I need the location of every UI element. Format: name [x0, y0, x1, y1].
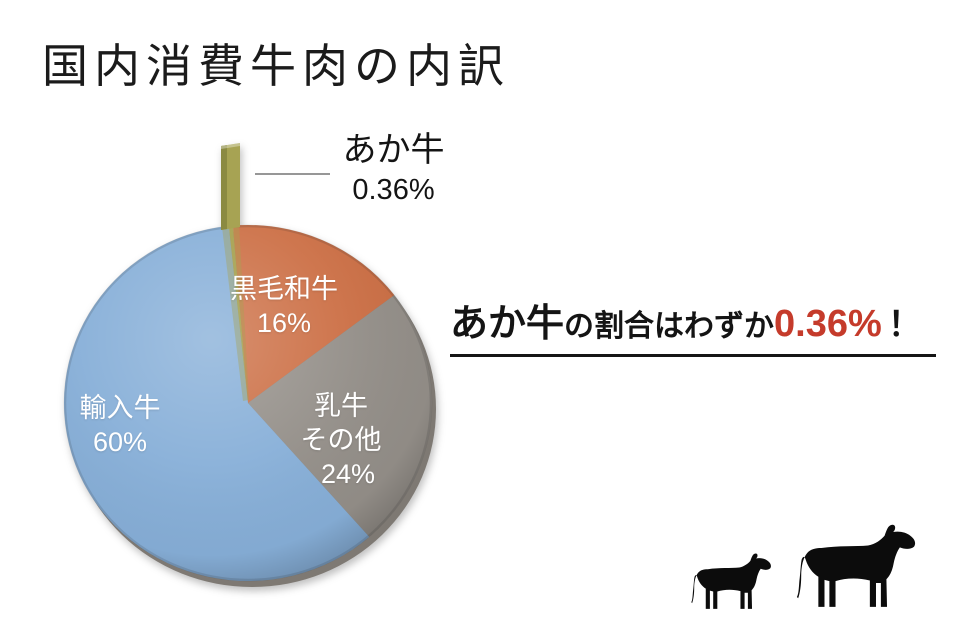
callout-label-text: あか牛	[342, 131, 445, 169]
callout-leader-line	[255, 173, 330, 175]
slice-label-imported-value: 60%	[92, 427, 148, 457]
slice-label-dairy-line2: その他	[300, 425, 382, 455]
annotation: あか牛 の割合はわずか 0.36%！	[450, 292, 936, 357]
annotation-suffix: ！	[887, 306, 922, 344]
callout-label: あか牛 0.36%	[306, 128, 481, 208]
cow-silhouette-icon	[792, 521, 933, 613]
slice-label-kuroge-value: 16%	[256, 308, 312, 338]
pie-rim-stroke	[63, 224, 433, 582]
akaushi-slice-top-highlight	[221, 143, 240, 149]
page-title: 国内消費牛肉の内訳	[42, 41, 510, 92]
pie-chart	[63, 143, 436, 587]
slice-label-imported-name: 輸入牛	[79, 393, 161, 423]
akaushi-slice-overlay	[222, 224, 249, 401]
slice-label-dairy-line1: 乳牛	[314, 391, 368, 421]
slice-label-kuroge-wagyu: 黒毛和牛 16%	[184, 272, 384, 340]
slice-label-dairy-others: 乳牛 その他 24%	[241, 389, 441, 491]
calf-silhouette-icon	[688, 551, 783, 613]
pie-gloss-overlay	[64, 225, 432, 581]
slice-label-dairy-value: 24%	[320, 459, 376, 489]
annotation-middle: の割合はわずか	[564, 310, 775, 343]
akaushi-slice-edge	[221, 145, 227, 230]
slice-label-imported: 輸入牛 60%	[20, 391, 220, 459]
annotation-value: 0.36%	[774, 303, 882, 345]
annotation-prefix: あか牛	[450, 303, 565, 345]
slice-label-kuroge-name: 黒毛和牛	[230, 274, 338, 304]
callout-value-text: 0.36%	[352, 174, 435, 206]
